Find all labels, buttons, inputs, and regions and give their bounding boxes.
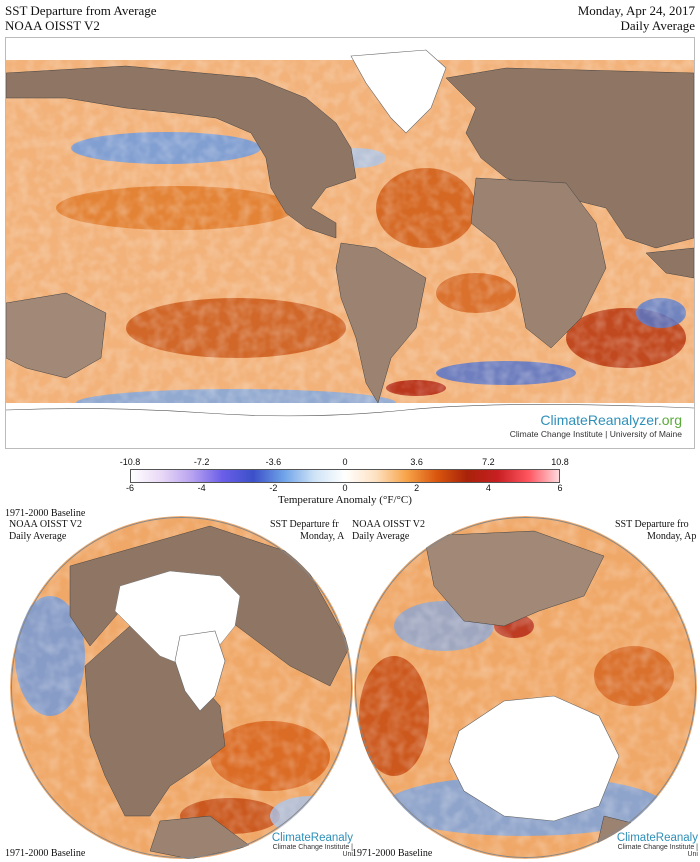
north-globe-svg — [10, 516, 353, 859]
header-left: SST Departure from Average NOAA OISST V2 — [5, 3, 157, 33]
north-globe-rim — [11, 517, 352, 858]
north-polar-globe — [10, 516, 353, 859]
maritime-continent — [645, 247, 694, 279]
colorbar-tick: -7.2 — [193, 457, 210, 467]
south-logo[interactable]: ClimateReanaly Climate Change Institute … — [610, 832, 698, 858]
logo-name: ClimateReanalyzer — [540, 412, 658, 428]
celsius-ticks: -6 -4 -2 0 2 4 6 — [126, 483, 563, 495]
map-title: SST Departure from Average — [5, 3, 157, 18]
greenland-globe — [174, 630, 226, 712]
south-america — [335, 242, 427, 404]
climate-reanalyzer-logo[interactable]: ClimateReanalyzer.org Climate Change Ins… — [510, 412, 682, 439]
world-sst-map — [5, 37, 695, 449]
north-america — [6, 65, 357, 239]
south-logo-name: ClimateReanaly — [616, 832, 698, 844]
world-map-svg — [6, 38, 694, 448]
north-baseline-bottom: 1971-2000 Baseline — [5, 848, 86, 859]
colorbar-tick: 3.6 — [410, 457, 423, 467]
colorbar-tick: 0 — [342, 457, 348, 467]
south-period: Daily Average — [352, 531, 410, 542]
colorbar-tick: 0 — [342, 483, 348, 493]
north-logo[interactable]: ClimateReanaly Climate Change Institute … — [263, 832, 353, 858]
colorbar-gradient — [130, 469, 560, 483]
south-globe-rim — [355, 517, 696, 858]
colorbar-title: Temperature Anomaly (°F/°C) — [278, 494, 412, 506]
south-baseline-bottom: 1971-2000 Baseline — [352, 848, 433, 859]
eurasia — [445, 67, 694, 249]
north-date-clipped: Monday, A — [300, 531, 345, 542]
north-logo-name: ClimateReanaly — [271, 832, 353, 844]
header-right: Monday, Apr 24, 2017 Daily Average — [578, 3, 695, 33]
colorbar-tick: 6 — [557, 483, 563, 493]
colorbar-tick: 7.2 — [482, 457, 495, 467]
south-date-clipped: Monday, Ap — [647, 531, 697, 542]
colorbar-tick: 2 — [414, 483, 420, 493]
south-dataset: NOAA OISST V2 — [352, 519, 425, 530]
date-label: Monday, Apr 24, 2017 — [577, 3, 695, 18]
south-logo-sub: Climate Change Institute | Uni — [617, 844, 698, 858]
south-title-clipped: SST Departure fro — [615, 519, 689, 530]
colorbar-tick: -4 — [197, 483, 206, 493]
north-logo-sub: Climate Change Institute | Uni — [272, 844, 353, 858]
colorbar-tick: -10.8 — [119, 457, 141, 467]
logo-subtitle: Climate Change Institute | University of… — [509, 429, 682, 439]
south-polar-globe — [354, 516, 697, 859]
antarctica-globe — [448, 695, 620, 822]
period-label: Daily Average — [620, 18, 695, 33]
australia-globe — [423, 530, 605, 627]
africa — [470, 177, 607, 349]
colorbar-tick: -2 — [269, 483, 278, 493]
antarctic-coastline — [6, 404, 694, 417]
logo-domain: .org — [657, 412, 682, 428]
north-baseline-top: 1971-2000 Baseline — [5, 508, 86, 519]
greenland — [350, 49, 447, 134]
australia — [6, 292, 107, 379]
north-dataset: NOAA OISST V2 — [9, 519, 82, 530]
colorbar-tick: -6 — [125, 483, 135, 493]
colorbar-tick: 10.8 — [551, 457, 569, 467]
south-globe-svg — [354, 516, 697, 859]
south-america-globe — [149, 815, 251, 859]
logo-title: ClimateReanalyzer.org — [510, 412, 682, 428]
colorbar-tick: 4 — [485, 483, 491, 493]
antarctic-region — [6, 403, 694, 448]
north-title-clipped: SST Departure fr — [270, 519, 339, 530]
colorbar-legend: -10.8 -7.2 -3.6 0 3.6 7.2 10.8 -6 -4 -2 0 2 4 6 Temp… — [120, 457, 569, 506]
fahrenheit-ticks: -10.8 -7.2 -3.6 0 3.6 7.2 10.8 — [120, 457, 569, 469]
north-period: Daily Average — [9, 531, 67, 542]
arctic-region — [6, 38, 694, 60]
dataset-label: NOAA OISST V2 — [5, 18, 100, 33]
colorbar-tick: -3.6 — [265, 457, 282, 467]
